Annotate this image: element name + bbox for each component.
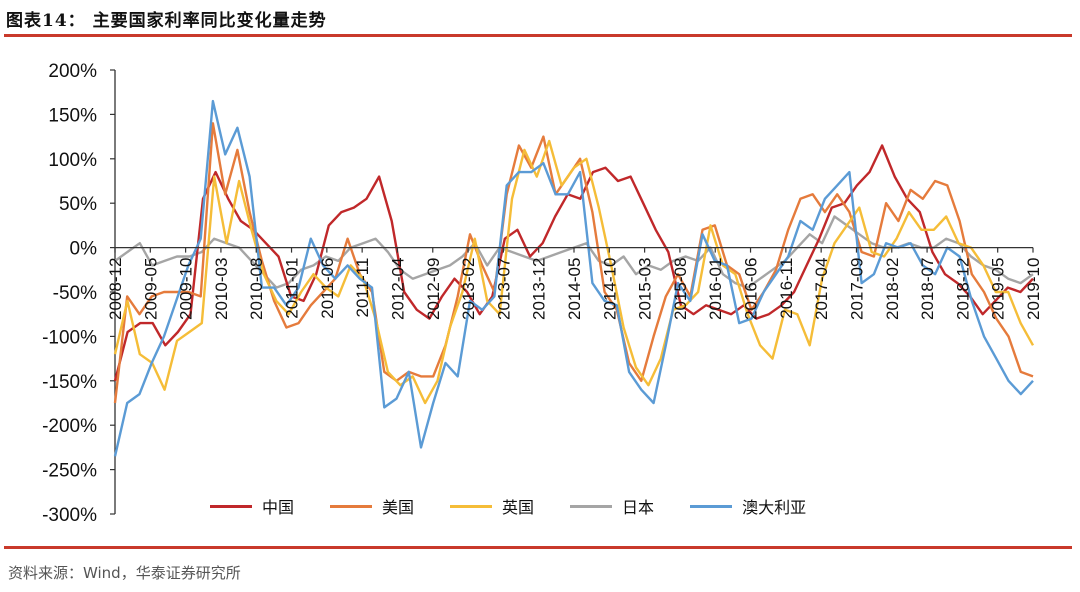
- y-tick-label: -300%: [42, 505, 97, 526]
- y-tick-label: 200%: [48, 61, 97, 82]
- x-tick-label: 2009-05: [141, 258, 160, 320]
- x-tick-label: 2019-10: [1024, 258, 1043, 320]
- x-tick-label: 2018-12: [953, 258, 972, 320]
- x-axis: 2008-12 2009-05 2009-10 2010-03 2010-08 2011-…: [106, 246, 1043, 320]
- x-tick-label: 2016-01: [706, 258, 725, 320]
- chart-title: 图表14： 主要国家利率同比变化量走势: [6, 11, 327, 31]
- legend-swatch-china: [210, 504, 252, 508]
- legend-swatch-australia: [690, 504, 733, 508]
- legend-item-us: 美国: [330, 494, 414, 518]
- x-tick-label: 2012-04: [388, 258, 407, 320]
- chart-legend: 中国 美国 英国 日本 澳大利亚: [210, 494, 842, 518]
- y-tick-label: -50%: [53, 283, 97, 304]
- x-tick-label: 2018-07: [918, 258, 937, 320]
- x-tick-label: 2019-05: [989, 258, 1008, 320]
- x-tick-label: 2016-11: [777, 258, 796, 319]
- x-tick-label: 2011-06: [318, 258, 337, 319]
- x-tick-label: 2013-02: [459, 258, 478, 320]
- legend-swatch-us: [330, 504, 373, 508]
- series-line-uk: [113, 139, 1035, 405]
- source-note: 资料来源：Wind，华泰证券研究所: [8, 564, 241, 582]
- x-tick-label: 2013-07: [494, 258, 513, 320]
- x-tick-label: 2017-09: [847, 258, 866, 320]
- footer-divider: [4, 546, 1072, 549]
- y-tick-label: -150%: [42, 372, 97, 393]
- x-tick-label: 2013-12: [530, 258, 549, 320]
- legend-item-japan: 日本: [570, 494, 654, 518]
- x-tick-label: 2011-01: [283, 258, 302, 319]
- x-tick-label: 2015-08: [671, 258, 690, 320]
- x-tick-label: 2014-05: [565, 258, 584, 320]
- x-tick-label: 2018-02: [883, 258, 902, 320]
- series-line-australia: [113, 99, 1034, 457]
- legend-item-uk: 英国: [450, 494, 534, 518]
- x-tick-label: 2016-06: [742, 258, 761, 320]
- x-tick-label: 2012-09: [424, 258, 443, 320]
- y-tick-label: -200%: [42, 416, 97, 437]
- y-tick-label: 50%: [59, 194, 97, 215]
- title-divider: [4, 34, 1072, 37]
- x-tick-label: 2011-11: [353, 258, 372, 318]
- legend-swatch-japan: [570, 504, 613, 508]
- y-tick-label: -250%: [42, 461, 97, 482]
- legend-item-australia: 澳大利亚: [690, 494, 806, 518]
- y-tick-label: 0%: [70, 239, 98, 260]
- x-tick-label: 2010-08: [247, 258, 266, 320]
- x-tick-label: 2014-10: [600, 258, 619, 320]
- x-tick-label: 2015-03: [636, 258, 655, 320]
- x-tick-label: 2017-04: [812, 258, 831, 320]
- x-tick-label: 2009-10: [177, 258, 196, 320]
- x-tick-label: 2010-03: [212, 258, 231, 320]
- legend-item-china: 中国: [210, 494, 294, 518]
- series-line-china: [113, 144, 1034, 382]
- y-tick-label: -100%: [42, 327, 97, 348]
- y-axis: 200% 150% 100% 50% 0% -50% -100% -150% -200% -250…: [42, 61, 116, 526]
- y-tick-label: 100%: [48, 150, 97, 171]
- y-tick-label: 150%: [48, 105, 97, 126]
- x-tick-label: 2008-12: [106, 258, 125, 320]
- legend-swatch-uk: [450, 504, 493, 508]
